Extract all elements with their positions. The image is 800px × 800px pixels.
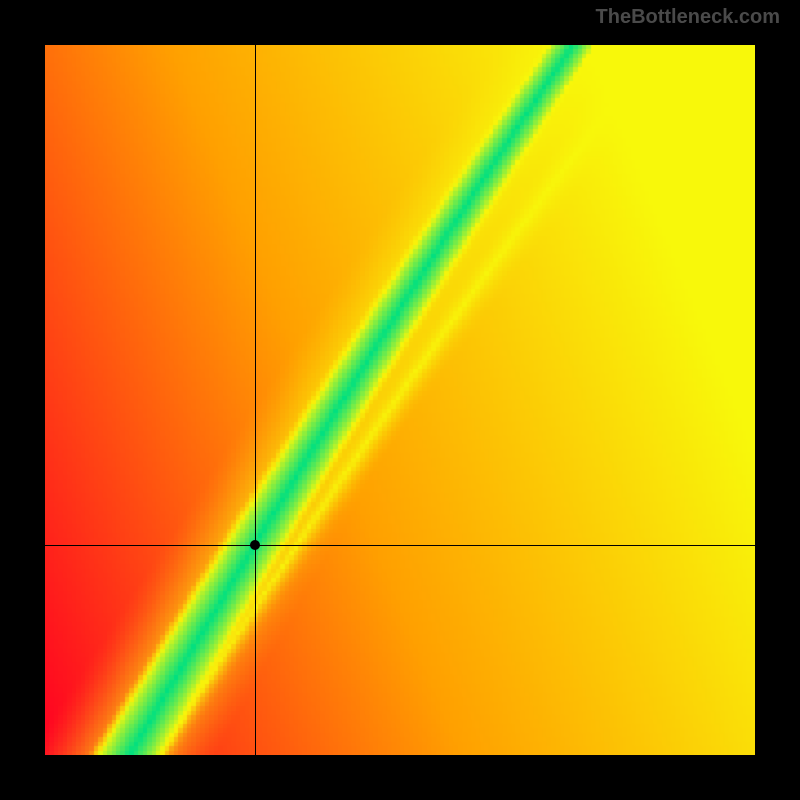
crosshair-horizontal [45, 545, 755, 546]
marker-dot [250, 540, 260, 550]
crosshair-vertical [255, 45, 256, 755]
heatmap-plot [45, 45, 755, 755]
heatmap-canvas [45, 45, 755, 755]
chart-container: TheBottleneck.com [0, 0, 800, 800]
watermark-text: TheBottleneck.com [596, 6, 780, 29]
